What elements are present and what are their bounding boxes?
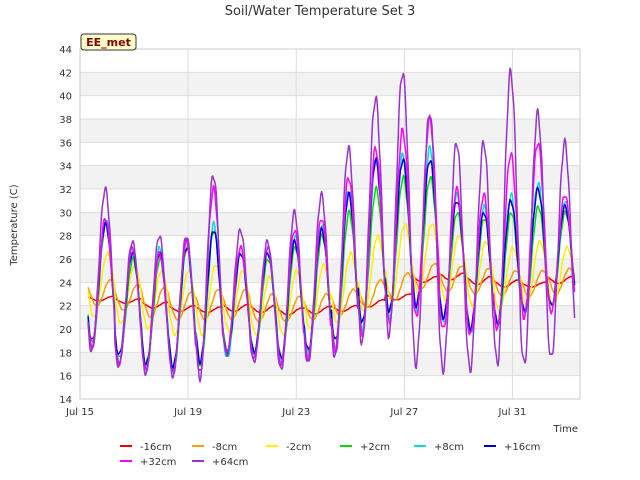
x-axis: Jul 15 Jul 19 Jul 23 Jul 27 Jul 31 [65, 407, 526, 418]
y-tick-label: 42 [59, 68, 72, 79]
legend-label: +16cm [504, 442, 540, 453]
series-line-2cm [87, 222, 576, 337]
annotation-box [80, 33, 137, 51]
grid-band [80, 165, 580, 189]
x-tick-label: Jul 31 [497, 407, 526, 418]
grid-band [80, 95, 580, 119]
series-layer [87, 67, 576, 383]
y-axis-label: Temperature (C) [9, 184, 20, 266]
y-tick-label: 20 [59, 325, 72, 336]
y-tick-label: 44 [59, 45, 72, 56]
legend-label: -2cm [286, 442, 311, 453]
y-tick-label: 36 [59, 138, 72, 149]
x-tick-label: Jul 23 [281, 407, 310, 418]
y-tick-label: 32 [59, 185, 72, 196]
legend-label: -16cm [140, 442, 172, 453]
y-tick-label: 40 [59, 92, 72, 103]
y-tick-label: 18 [59, 348, 72, 359]
legend: -16cm -8cm -2cm +2cm +8cm +16cm +32cm +64cm [120, 442, 540, 468]
x-tick-label: Jul 19 [173, 407, 202, 418]
y-tick-label: 16 [59, 372, 72, 383]
y-axis: 14 16 18 20 22 24 26 28 30 32 34 36 38 40 42 44 [59, 45, 72, 406]
legend-label: +32cm [140, 457, 176, 468]
y-tick-label: 38 [59, 115, 72, 126]
y-tick-label: 24 [59, 278, 72, 289]
legend-label: +64cm [212, 457, 248, 468]
grid-band [80, 352, 580, 376]
grid-band [80, 72, 580, 96]
grid-band [80, 375, 580, 399]
grid-band [80, 119, 580, 143]
grid-band [80, 329, 580, 353]
y-tick-label: 26 [59, 255, 72, 266]
y-tick-label: 28 [59, 232, 72, 243]
x-tick-label: Jul 15 [65, 407, 94, 418]
y-tick-label: 22 [59, 302, 72, 313]
y-tick-label: 14 [59, 395, 72, 406]
y-tick-label: 34 [59, 162, 72, 173]
annotation-text: EE_met [86, 36, 131, 49]
y-tick-label: 30 [59, 208, 72, 219]
x-axis-label: Time [553, 424, 578, 435]
x-tick-label: Jul 27 [389, 407, 418, 418]
legend-label: -8cm [212, 442, 237, 453]
ee-met-annotation: EE_met [80, 33, 137, 51]
chart-title: Soil/Water Temperature Set 3 [225, 4, 416, 19]
grid-band [80, 49, 580, 73]
legend-label: +2cm [360, 442, 390, 453]
plot-frame [79, 48, 581, 400]
series-line-64cm [87, 67, 576, 383]
legend-label: +8cm [434, 442, 464, 453]
